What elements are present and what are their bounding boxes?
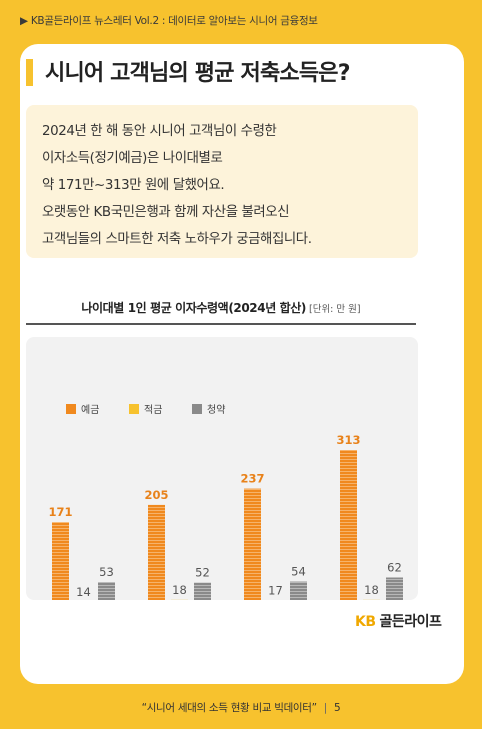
brand-logo: KB 골든라이프 bbox=[355, 611, 442, 631]
legend-label-3: 청약 bbox=[207, 404, 225, 416]
chart-unit: [단위: 만 원] bbox=[309, 304, 361, 315]
bar-3-청약 bbox=[290, 581, 307, 600]
data-label-2-예금: 205 bbox=[144, 488, 168, 502]
footer: “시니어 세대의 소득 현황 비교 빅데이터” | 5 bbox=[0, 700, 482, 715]
newsletter-label: ▶ KB골든라이프 뉴스레터 Vol.2 : 데이터로 알아보는 시니어 금융정… bbox=[20, 15, 318, 27]
bar-1-예금 bbox=[52, 522, 69, 600]
page-number: 5 bbox=[334, 702, 341, 714]
bar-4-청약 bbox=[386, 577, 403, 600]
chart-panel: 예금적금청약171145350~59세205185260~69세23717547… bbox=[26, 337, 418, 600]
intro-line-4: 오랫동안 KB국민은행과 함께 자산을 불려오신 bbox=[42, 205, 290, 220]
bar-4-예금 bbox=[340, 450, 357, 600]
bar-3-예금 bbox=[244, 488, 261, 600]
brand-kb: KB bbox=[355, 614, 376, 630]
footer-text: “시니어 세대의 소득 현황 비교 빅데이터” bbox=[141, 702, 318, 714]
page-title: 시니어 고객님의 평균 저축소득은? bbox=[45, 61, 351, 86]
data-label-1-예금: 171 bbox=[48, 505, 72, 519]
data-label-4-예금: 313 bbox=[336, 433, 360, 447]
data-label-4-청약: 62 bbox=[387, 561, 402, 575]
intro-line-5: 고객님들의 스마트한 저축 노하우가 궁금해집니다. bbox=[42, 232, 312, 247]
legend-label-1: 예금 bbox=[81, 404, 99, 416]
legend-swatch-1 bbox=[66, 404, 76, 414]
data-label-4-적금: 18 bbox=[364, 583, 379, 597]
data-label-1-적금: 14 bbox=[76, 585, 91, 599]
bar-chart: 예금적금청약171145350~59세205185260~69세23717547… bbox=[48, 404, 403, 600]
title-accent-bar bbox=[26, 59, 33, 86]
intro-box: 2024년 한 해 동안 시니어 고객님이 수령한 이자소득(정기예금)은 나이… bbox=[26, 105, 418, 258]
chart-heading: 나이대별 1인 평균 이자수령액(2024년 합산) [단위: 만 원] bbox=[26, 297, 416, 325]
bar-2-청약 bbox=[194, 582, 211, 600]
footer-separator: | bbox=[323, 702, 328, 714]
bar-1-청약 bbox=[98, 582, 115, 600]
bar-2-예금 bbox=[148, 504, 165, 600]
intro-line-2: 이자소득(정기예금)은 나이대별로 bbox=[42, 151, 223, 166]
data-label-1-청약: 53 bbox=[99, 565, 114, 579]
data-label-3-예금: 237 bbox=[240, 472, 264, 486]
intro-line-3: 약 171만~313만 원에 달했어요. bbox=[42, 178, 225, 193]
data-label-2-적금: 18 bbox=[172, 583, 187, 597]
data-label-3-적금: 17 bbox=[268, 583, 283, 597]
data-label-3-청약: 54 bbox=[291, 565, 306, 579]
legend-swatch-2 bbox=[129, 404, 139, 414]
legend-label-2: 적금 bbox=[144, 404, 162, 416]
legend-swatch-3 bbox=[192, 404, 202, 414]
intro-line-1: 2024년 한 해 동안 시니어 고객님이 수령한 bbox=[42, 124, 277, 139]
chart-title: 나이대별 1인 평균 이자수령액(2024년 합산) bbox=[81, 301, 306, 315]
data-label-2-청약: 52 bbox=[195, 566, 210, 580]
brand-name: 골든라이프 bbox=[379, 614, 442, 630]
